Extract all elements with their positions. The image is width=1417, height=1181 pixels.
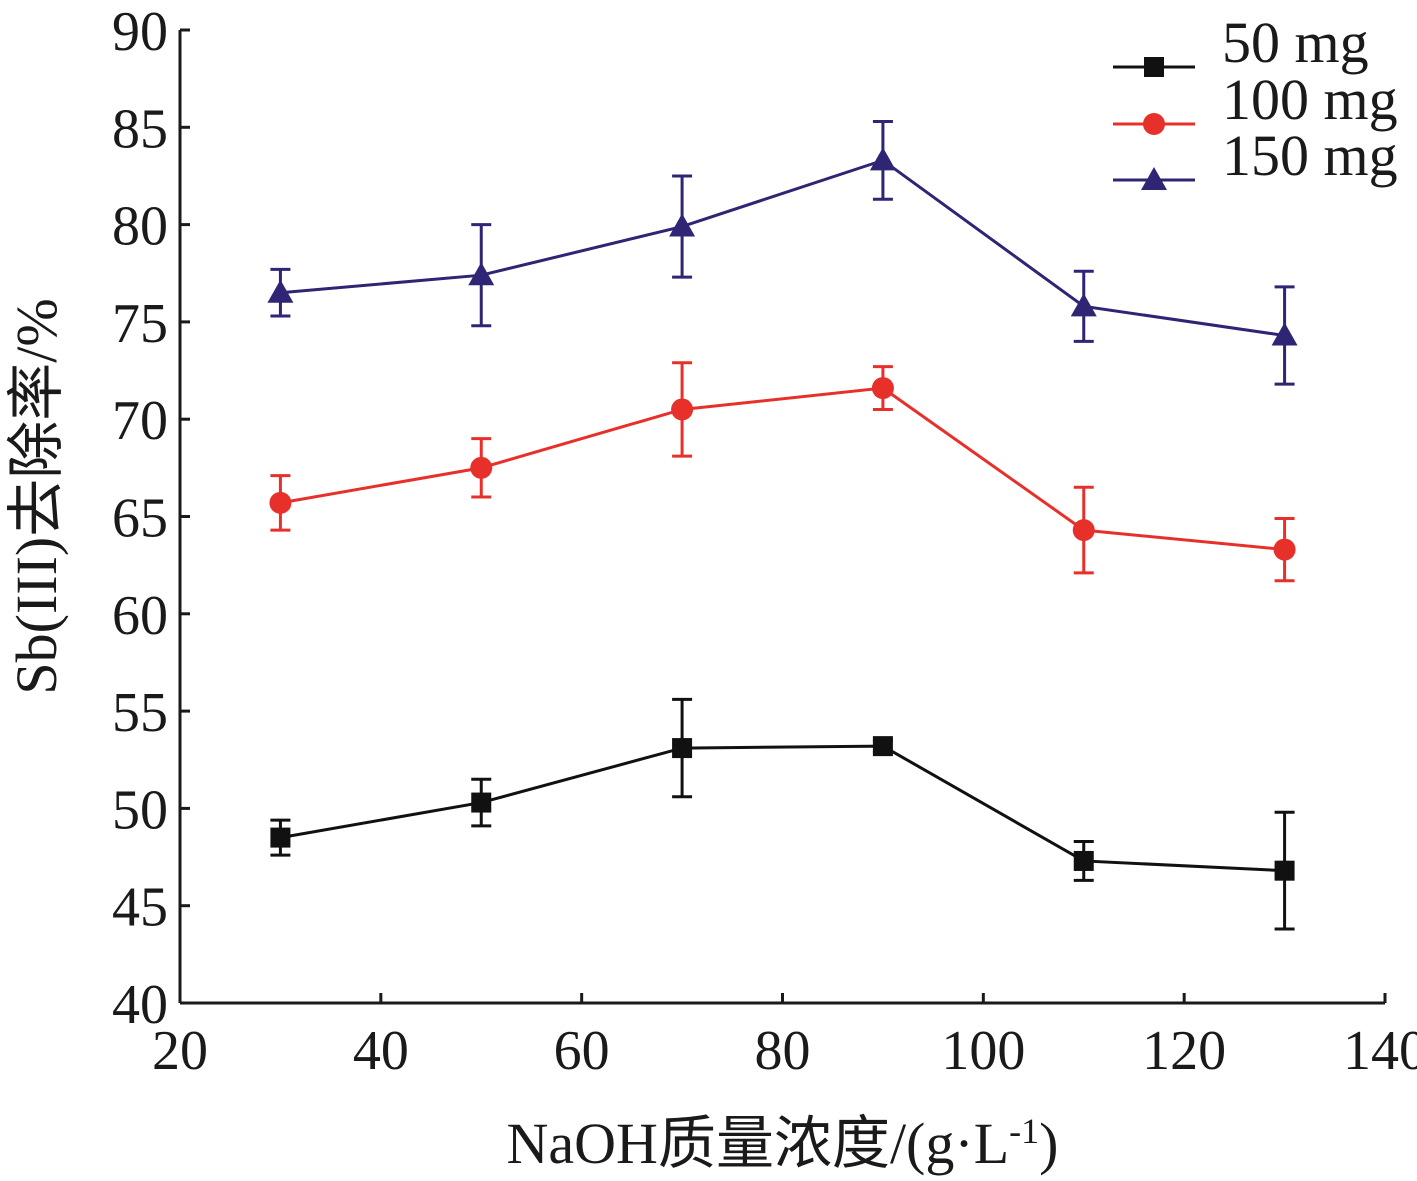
series-0 — [270, 697, 1295, 931]
y-tick-label: 45 — [112, 877, 168, 939]
y-tick-label: 80 — [112, 196, 168, 258]
x-tick-label: 40 — [353, 1020, 409, 1082]
data-point — [1073, 850, 1094, 871]
x-tick-label: 120 — [1142, 1020, 1226, 1082]
data-point — [672, 738, 693, 759]
data-point — [869, 147, 896, 171]
x-tick-label: 80 — [755, 1020, 811, 1082]
y-tick-label: 75 — [112, 293, 168, 355]
series-line — [280, 386, 1285, 552]
data-point — [267, 279, 294, 303]
y-tick-label: 85 — [112, 98, 168, 160]
x-axis-title-superscript: -1 — [1009, 1111, 1039, 1151]
y-axis-ticks: 40 45 50 55 60 65 70 75 80 85 90 — [112, 1, 190, 1036]
data-point — [471, 792, 492, 813]
legend-label: 100 mg — [1222, 67, 1398, 132]
series-1 — [269, 361, 1296, 583]
data-point — [871, 377, 894, 400]
x-tick-label: 20 — [152, 1020, 208, 1082]
x-axis-ticks: 20 40 60 80 100 120 140 — [152, 993, 1417, 1082]
data-point — [1072, 519, 1095, 542]
y-axis-title: Sb(III)去除率/% — [4, 298, 69, 694]
legend-marker — [1144, 57, 1164, 77]
series-line — [280, 158, 1285, 338]
x-tick-label: 140 — [1343, 1020, 1417, 1082]
data-point — [468, 262, 495, 286]
data-point — [669, 213, 696, 237]
legend-label: 150 mg — [1222, 123, 1398, 188]
data-point — [470, 456, 493, 479]
data-point — [1273, 538, 1296, 561]
series-line — [280, 744, 1285, 873]
legend-marker — [1141, 167, 1167, 190]
x-tick-label: 100 — [941, 1020, 1025, 1082]
data-point — [1271, 322, 1298, 346]
y-tick-label: 40 — [112, 974, 168, 1036]
data-point — [1274, 860, 1295, 881]
y-tick-label: 70 — [112, 390, 168, 452]
legend-label: 50 mg — [1222, 10, 1369, 75]
x-axis-title-suffix: ) — [1039, 1111, 1058, 1176]
y-tick-label: 50 — [112, 779, 168, 841]
plot-area — [267, 119, 1298, 931]
legend-marker — [1143, 113, 1165, 135]
axes — [178, 30, 1385, 1005]
data-point — [671, 398, 694, 421]
x-axis-title-main: NaOH质量浓度/(g·L — [507, 1111, 1010, 1176]
data-point — [270, 827, 291, 848]
y-tick-label: 55 — [112, 682, 168, 744]
y-tick-label: 65 — [112, 488, 168, 550]
x-axis-title: NaOH质量浓度/(g·L-1) — [507, 1111, 1059, 1176]
data-point — [1070, 293, 1097, 317]
data-point — [872, 736, 893, 757]
x-tick-label: 60 — [554, 1020, 610, 1082]
data-point — [269, 491, 292, 514]
y-tick-label: 90 — [112, 1, 168, 63]
series-2 — [267, 119, 1298, 386]
y-tick-label: 60 — [112, 585, 168, 647]
